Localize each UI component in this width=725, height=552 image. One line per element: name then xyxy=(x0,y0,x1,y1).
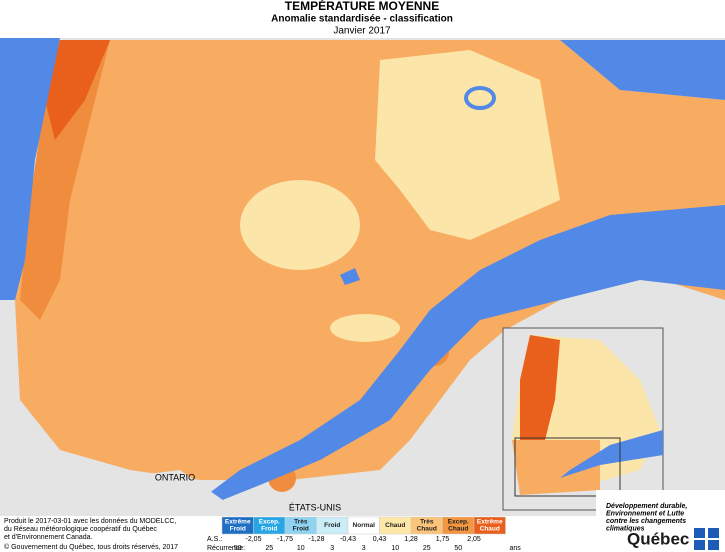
recurrence-value: 25 xyxy=(265,545,273,552)
recurrence-value: 50 xyxy=(454,545,462,552)
legend-class: Chaud xyxy=(417,526,437,533)
recurrence-value: 3 xyxy=(330,545,334,552)
as-value: 2,05 xyxy=(467,536,481,543)
logo-flag xyxy=(708,528,719,538)
water xyxy=(560,40,725,100)
recurrence-value: 25 xyxy=(423,545,431,552)
as-label: A.S.: xyxy=(207,536,222,543)
logo-name: Québec xyxy=(627,529,689,548)
legend-class: Normal xyxy=(353,522,376,529)
as-value: -0,43 xyxy=(340,536,356,543)
water xyxy=(464,86,496,110)
inset-extreme xyxy=(520,335,560,440)
legend-class: Froid xyxy=(261,526,277,533)
credits: Produit le 2017-03-01 avec les données d… xyxy=(4,518,178,551)
as-value: 1,28 xyxy=(404,536,418,543)
outside-land xyxy=(0,470,240,516)
recurrence-value: 3 xyxy=(362,545,366,552)
logo: Développement durable,Environnement et L… xyxy=(606,503,719,550)
recurrence-value: 50 xyxy=(234,545,242,552)
inset-map xyxy=(502,327,664,511)
copyright: © Gouvernement du Québec, tous droits ré… xyxy=(4,543,178,551)
map: ONTARIO ÉTATS-UNIS xyxy=(0,38,725,516)
logo-flag xyxy=(694,540,705,550)
logo-line: Environnement et Lutte xyxy=(606,510,684,517)
map-label: ONTARIO xyxy=(155,472,195,482)
water xyxy=(200,205,725,505)
as-value: 1,75 xyxy=(436,536,450,543)
inset-chaud xyxy=(512,440,600,495)
legend-swatch xyxy=(473,516,506,535)
legend-class: Très xyxy=(420,519,434,526)
legend-class: Extrême xyxy=(477,519,503,526)
legend-class: Chaud xyxy=(448,526,468,533)
water xyxy=(340,268,360,285)
as-value: 0,43 xyxy=(373,536,387,543)
map-label: ÉTATS-UNIS xyxy=(289,502,341,512)
legend-class: Froid xyxy=(324,522,340,529)
as-value: -1,75 xyxy=(277,536,293,543)
legend-class: Chaud xyxy=(385,522,405,529)
recurrence-value: 10 xyxy=(391,545,399,552)
logo-flag xyxy=(708,540,719,550)
recurrence-value: 10 xyxy=(297,545,305,552)
legend-class: Excep. xyxy=(259,519,280,526)
credit-line: et d'Environnement Canada. xyxy=(4,534,93,541)
region-normal xyxy=(240,180,360,270)
region-excep xyxy=(20,40,110,320)
credit-line: Produit le 2017-03-01 avec les données d… xyxy=(4,518,176,525)
region-normal xyxy=(330,314,400,342)
logo-flag xyxy=(694,528,705,538)
water xyxy=(0,38,60,300)
as-value: -2,05 xyxy=(246,536,262,543)
legend-class: Excep. xyxy=(448,519,469,526)
title: TEMPÉRATURE MOYENNE xyxy=(285,0,439,13)
date: Janvier 2017 xyxy=(333,26,391,37)
subtitle: Anomalie standardisée - classification xyxy=(271,14,453,25)
legend-class: Froid xyxy=(293,526,309,533)
as-value: -1,28 xyxy=(309,536,325,543)
region-normal xyxy=(375,50,560,240)
legend-class: Chaud xyxy=(480,526,500,533)
recurrence-unit: ans xyxy=(510,545,522,552)
legend: A.S.: Récurrence: ExtrêmeFroidExcep.Froi… xyxy=(207,516,522,552)
water xyxy=(560,430,663,478)
logo-line: climatiques xyxy=(606,525,645,532)
credit-line: du Réseau météorologique coopératif du Q… xyxy=(4,526,157,533)
region-extreme xyxy=(45,40,110,140)
legend-class: Très xyxy=(294,519,308,526)
recurrence-label: Récurrence: xyxy=(207,545,245,552)
inset-extent xyxy=(514,437,621,497)
logo-line: contre les changements xyxy=(606,518,686,525)
logo-line: Développement durable, xyxy=(606,503,687,510)
legend-class: Extrême xyxy=(225,519,251,526)
legend-class: Froid xyxy=(230,526,246,533)
